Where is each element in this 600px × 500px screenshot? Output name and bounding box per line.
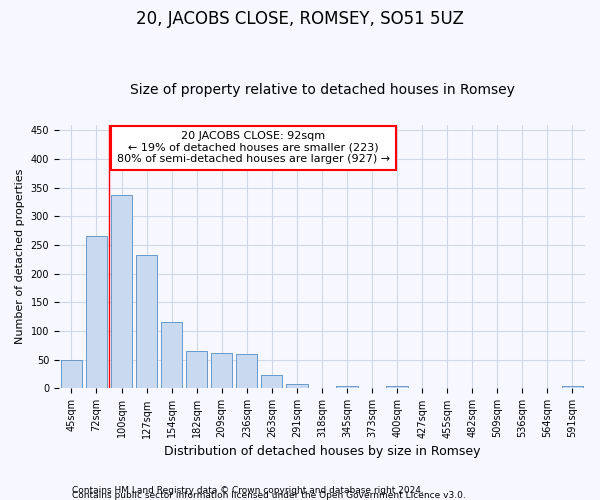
X-axis label: Distribution of detached houses by size in Romsey: Distribution of detached houses by size … bbox=[164, 444, 480, 458]
Bar bbox=[136, 256, 157, 388]
Bar bbox=[186, 351, 208, 389]
Bar bbox=[161, 322, 182, 388]
Bar bbox=[562, 386, 583, 388]
Text: 20 JACOBS CLOSE: 92sqm
← 19% of detached houses are smaller (223)
80% of semi-de: 20 JACOBS CLOSE: 92sqm ← 19% of detached… bbox=[117, 131, 390, 164]
Text: Contains HM Land Registry data © Crown copyright and database right 2024.: Contains HM Land Registry data © Crown c… bbox=[72, 486, 424, 495]
Bar bbox=[261, 374, 283, 388]
Bar bbox=[86, 236, 107, 388]
Bar bbox=[236, 354, 257, 388]
Y-axis label: Number of detached properties: Number of detached properties bbox=[15, 169, 25, 344]
Title: Size of property relative to detached houses in Romsey: Size of property relative to detached ho… bbox=[130, 83, 514, 97]
Bar bbox=[386, 386, 408, 388]
Bar bbox=[111, 194, 132, 388]
Bar bbox=[337, 386, 358, 388]
Bar bbox=[211, 353, 232, 388]
Bar bbox=[61, 360, 82, 388]
Text: Contains public sector information licensed under the Open Government Licence v3: Contains public sector information licen… bbox=[72, 491, 466, 500]
Text: 20, JACOBS CLOSE, ROMSEY, SO51 5UZ: 20, JACOBS CLOSE, ROMSEY, SO51 5UZ bbox=[136, 10, 464, 28]
Bar bbox=[286, 384, 308, 388]
